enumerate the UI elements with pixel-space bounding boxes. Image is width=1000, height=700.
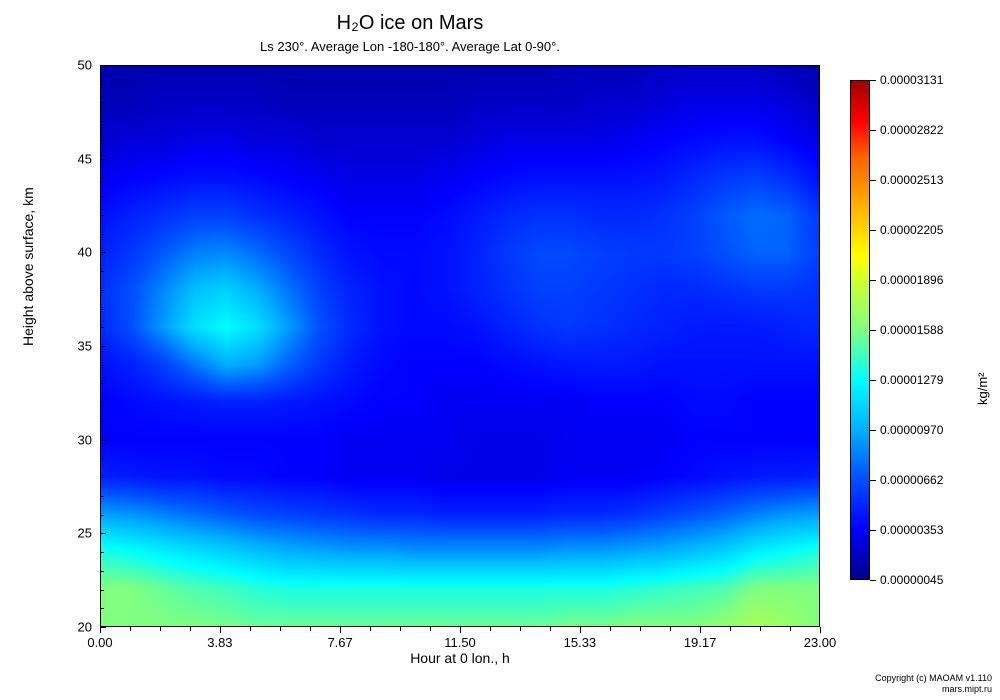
copyright-line1: Copyright (c) MAOAM v1.110 [875,673,992,684]
colorbar-tick-label: 0.00002513 [880,173,943,187]
y-tick-label: 25 [78,526,92,541]
colorbar-tick-label: 0.00001896 [880,273,943,287]
x-tick-label: 15.33 [564,635,597,650]
chart-container: H₂O ice on Mars Ls 230°. Average Lon -18… [0,0,1000,700]
y-tick-label: 40 [78,245,92,260]
y-axis: 20253035404550 [60,65,100,627]
x-tick-label: 3.83 [207,635,232,650]
y-tick-label: 20 [78,620,92,635]
colorbar-tick-label: 0.00000353 [880,523,943,537]
y-tick-label: 50 [78,58,92,73]
colorbar-ticks: 0.000000450.000003530.000006620.00000970… [870,80,990,580]
x-tick-label: 0.00 [87,635,112,650]
x-tick-label: 7.67 [327,635,352,650]
chart-subtitle: Ls 230°. Average Lon -180-180°. Average … [0,39,820,54]
heatmap-plot [100,65,820,627]
chart-title: H₂O ice on Mars [0,12,820,35]
colorbar-tick-label: 0.00000970 [880,423,943,437]
colorbar-tick-label: 0.00000662 [880,473,943,487]
y-tick-label: 30 [78,432,92,447]
colorbar [850,80,870,580]
x-axis-label: Hour at 0 lon., h [100,650,820,666]
y-axis-label: Height above surface, km [20,187,36,346]
colorbar-tick-label: 0.00000045 [880,573,943,587]
colorbar-tick-label: 0.00003131 [880,73,943,87]
y-tick-label: 45 [78,151,92,166]
colorbar-canvas [851,81,869,579]
colorbar-tick-label: 0.00002205 [880,223,943,237]
heatmap-canvas [101,66,819,626]
x-tick-label: 23.00 [804,635,837,650]
colorbar-tick-label: 0.00001279 [880,373,943,387]
colorbar-tick-label: 0.00002822 [880,123,943,137]
colorbar-label: kg/m² [975,373,990,406]
copyright-line2: mars.mipt.ru [875,684,992,695]
colorbar-tick-label: 0.00001588 [880,323,943,337]
x-tick-label: 19.17 [684,635,717,650]
copyright-text: Copyright (c) MAOAM v1.110 mars.mipt.ru [875,673,992,695]
y-tick-label: 35 [78,339,92,354]
x-tick-label: 11.50 [444,635,476,650]
